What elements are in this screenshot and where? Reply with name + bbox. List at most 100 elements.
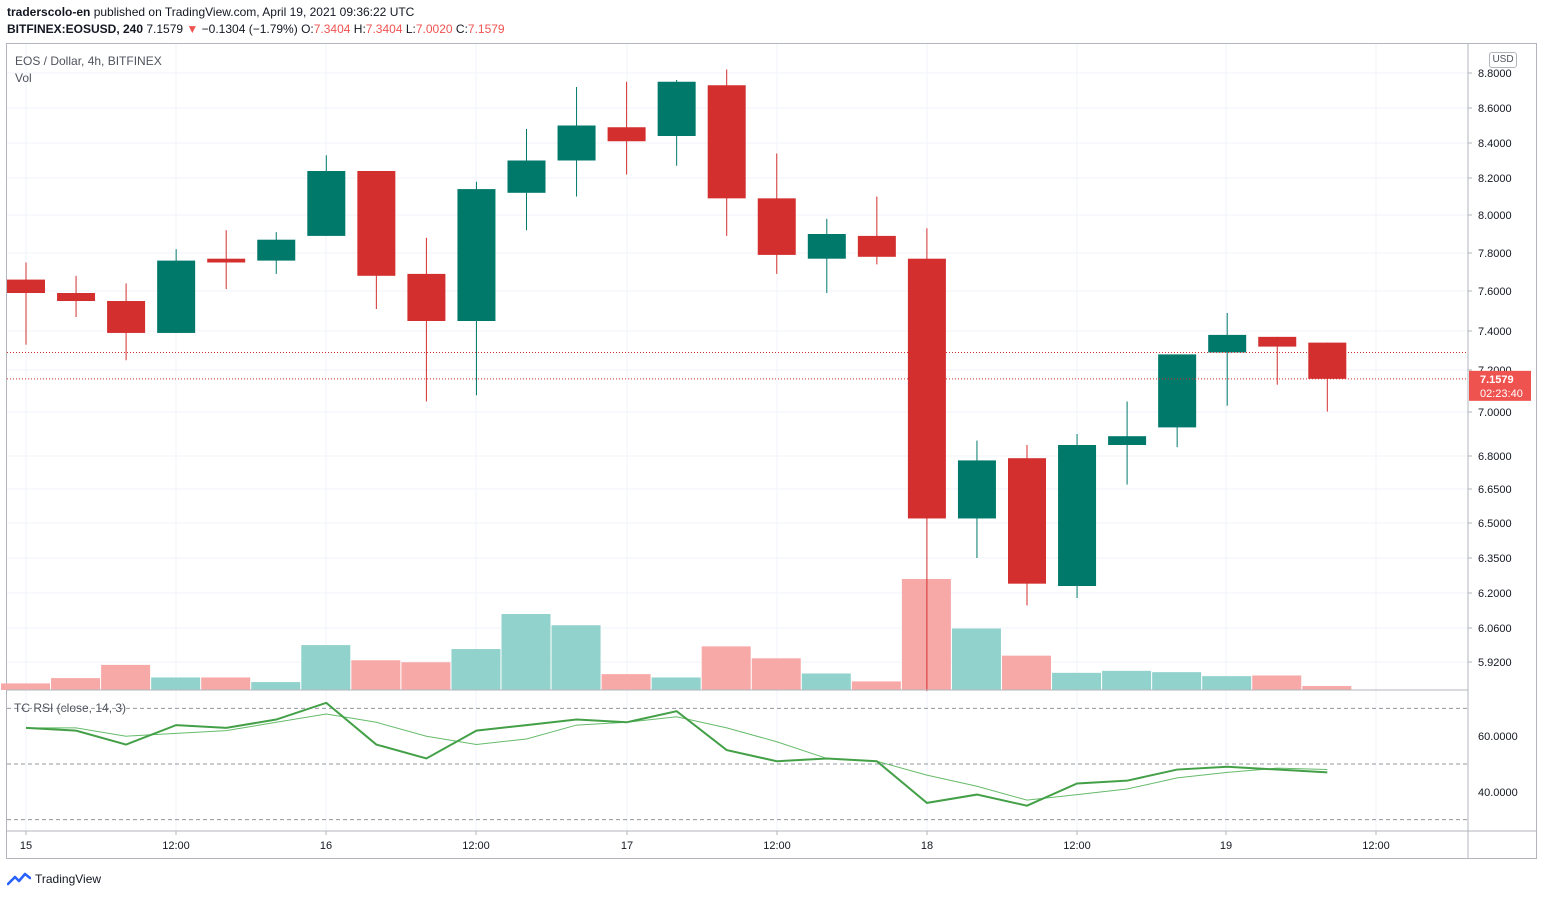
- price-tick-label: 8.0000: [1478, 210, 1512, 222]
- candle-body[interactable]: [1208, 334, 1247, 353]
- price-tick-label: 8.2000: [1478, 173, 1512, 185]
- candle-body[interactable]: [1108, 436, 1147, 445]
- publisher-name[interactable]: traderscolo-en: [7, 5, 91, 19]
- volume-bar: [1152, 672, 1202, 690]
- price-tick-label: 7.4000: [1478, 326, 1512, 338]
- price-label-countdown: 02:23:40: [1480, 388, 1523, 400]
- volume-bar: [101, 664, 151, 690]
- time-tick-label: 12:00: [1063, 840, 1091, 852]
- volume-bar: [1202, 676, 1252, 690]
- price-tick-label: 6.6500: [1478, 484, 1512, 496]
- open-label: O:: [301, 22, 314, 36]
- price-tick-label: 6.2000: [1478, 588, 1512, 600]
- low-value: 7.0020: [415, 22, 453, 36]
- rsi-axis: 60.0000 40.0000: [1478, 731, 1518, 799]
- volume-bar: [1102, 670, 1152, 690]
- price-tick-label: 8.6000: [1478, 103, 1512, 115]
- price-tick-label: 6.5000: [1478, 518, 1512, 530]
- time-tick-label: 15: [20, 840, 32, 852]
- price-tick-label: 8.8000: [1478, 68, 1512, 80]
- tradingview-logo-icon: [7, 872, 31, 886]
- candle-body[interactable]: [957, 460, 996, 519]
- candle-body[interactable]: [1258, 336, 1297, 347]
- time-tick-label: 19: [1220, 840, 1232, 852]
- price-tick-label: 8.4000: [1478, 138, 1512, 150]
- volume-legend[interactable]: Vol: [15, 71, 32, 85]
- candle-body[interactable]: [657, 81, 696, 136]
- price-tick-label: 7.8000: [1478, 248, 1512, 260]
- price-lines: [7, 351, 1468, 380]
- chart-gridlines: [7, 44, 1468, 831]
- volume-bar: [801, 673, 851, 690]
- price-tick-label: 6.3500: [1478, 553, 1512, 565]
- volume-bar: [1052, 672, 1102, 690]
- candle-body[interactable]: [7, 279, 45, 293]
- last-price-label: 7.1579 02:23:40: [1469, 370, 1531, 401]
- candles: [7, 69, 1347, 692]
- time-tick-label: 12:00: [763, 840, 791, 852]
- volume-bar: [1, 683, 50, 690]
- open-value: 7.3404: [313, 22, 351, 36]
- volume-bar: [151, 677, 201, 690]
- candle-body[interactable]: [1058, 445, 1097, 586]
- candle-body[interactable]: [707, 85, 746, 199]
- rsi-signal-line: [26, 713, 1328, 801]
- rsi-tick-label: 40.0000: [1478, 787, 1518, 799]
- price-tick-label: 6.8000: [1478, 451, 1512, 463]
- volume-bar: [751, 658, 801, 690]
- candle-body[interactable]: [57, 293, 96, 301]
- candle-body[interactable]: [157, 260, 196, 333]
- symbol-label: BITFINEX:EOSUSD, 240: [7, 22, 144, 36]
- candle-body[interactable]: [607, 127, 646, 142]
- candle-body[interactable]: [557, 125, 596, 161]
- candle-body[interactable]: [407, 273, 446, 321]
- last-price-text: 7.1579: [146, 22, 184, 36]
- volume-bar: [401, 662, 451, 690]
- candle-body[interactable]: [1008, 458, 1046, 584]
- price-tick-label: 7.0000: [1478, 407, 1512, 419]
- volume-bar: [1302, 686, 1352, 690]
- change-text: −0.1304 (−1.79%): [201, 22, 298, 36]
- rsi-legend[interactable]: TC RSI (close, 14, 3): [14, 701, 127, 715]
- time-tick-label: 18: [921, 840, 933, 852]
- candle-body[interactable]: [307, 171, 346, 236]
- time-axis: 15 12:00 16 12:00 17 12:00 18 12:00 19 12:00: [20, 831, 1390, 852]
- candle-body[interactable]: [457, 189, 496, 321]
- candle-body[interactable]: [207, 258, 246, 263]
- tradingview-brand[interactable]: TradingView: [7, 870, 101, 888]
- volume-bars: [1, 579, 1352, 690]
- candle-body[interactable]: [907, 258, 946, 519]
- candle-body[interactable]: [757, 198, 796, 255]
- candle-body[interactable]: [257, 239, 296, 261]
- candle-body[interactable]: [857, 235, 896, 257]
- candle-body[interactable]: [1308, 342, 1347, 379]
- candle-body[interactable]: [507, 160, 546, 193]
- rsi-line: [25, 701, 1328, 807]
- main-legend[interactable]: EOS / Dollar, 4h, BITFINEX: [15, 54, 162, 68]
- volume-bar: [451, 649, 501, 690]
- currency-button[interactable]: USD: [1489, 52, 1517, 68]
- rsi-tick-label: 60.0000: [1478, 731, 1518, 743]
- price-label-value: 7.1579: [1480, 374, 1514, 386]
- rsi-pane: [7, 701, 1468, 821]
- published-text: published on TradingView.com, April 19, …: [93, 5, 415, 19]
- volume-bar: [601, 674, 651, 690]
- volume-bar: [1252, 675, 1302, 690]
- chart-frame: [6, 43, 1537, 859]
- volume-bar: [701, 646, 751, 690]
- candle-body[interactable]: [1158, 354, 1197, 428]
- candle-body[interactable]: [807, 234, 846, 259]
- volume-bar: [501, 614, 551, 690]
- volume-bar: [551, 625, 601, 690]
- price-tick-label: 6.0600: [1478, 623, 1512, 635]
- candle-body[interactable]: [357, 171, 396, 276]
- high-value: 7.3404: [365, 22, 403, 36]
- volume-bar: [51, 678, 101, 690]
- volume-bar: [251, 682, 301, 690]
- change-arrow-icon: ▼: [186, 22, 199, 36]
- volume-bar: [301, 645, 351, 690]
- candle-body[interactable]: [107, 301, 146, 333]
- price-tick-label: 7.6000: [1478, 286, 1512, 298]
- time-tick-label: 12:00: [1362, 840, 1390, 852]
